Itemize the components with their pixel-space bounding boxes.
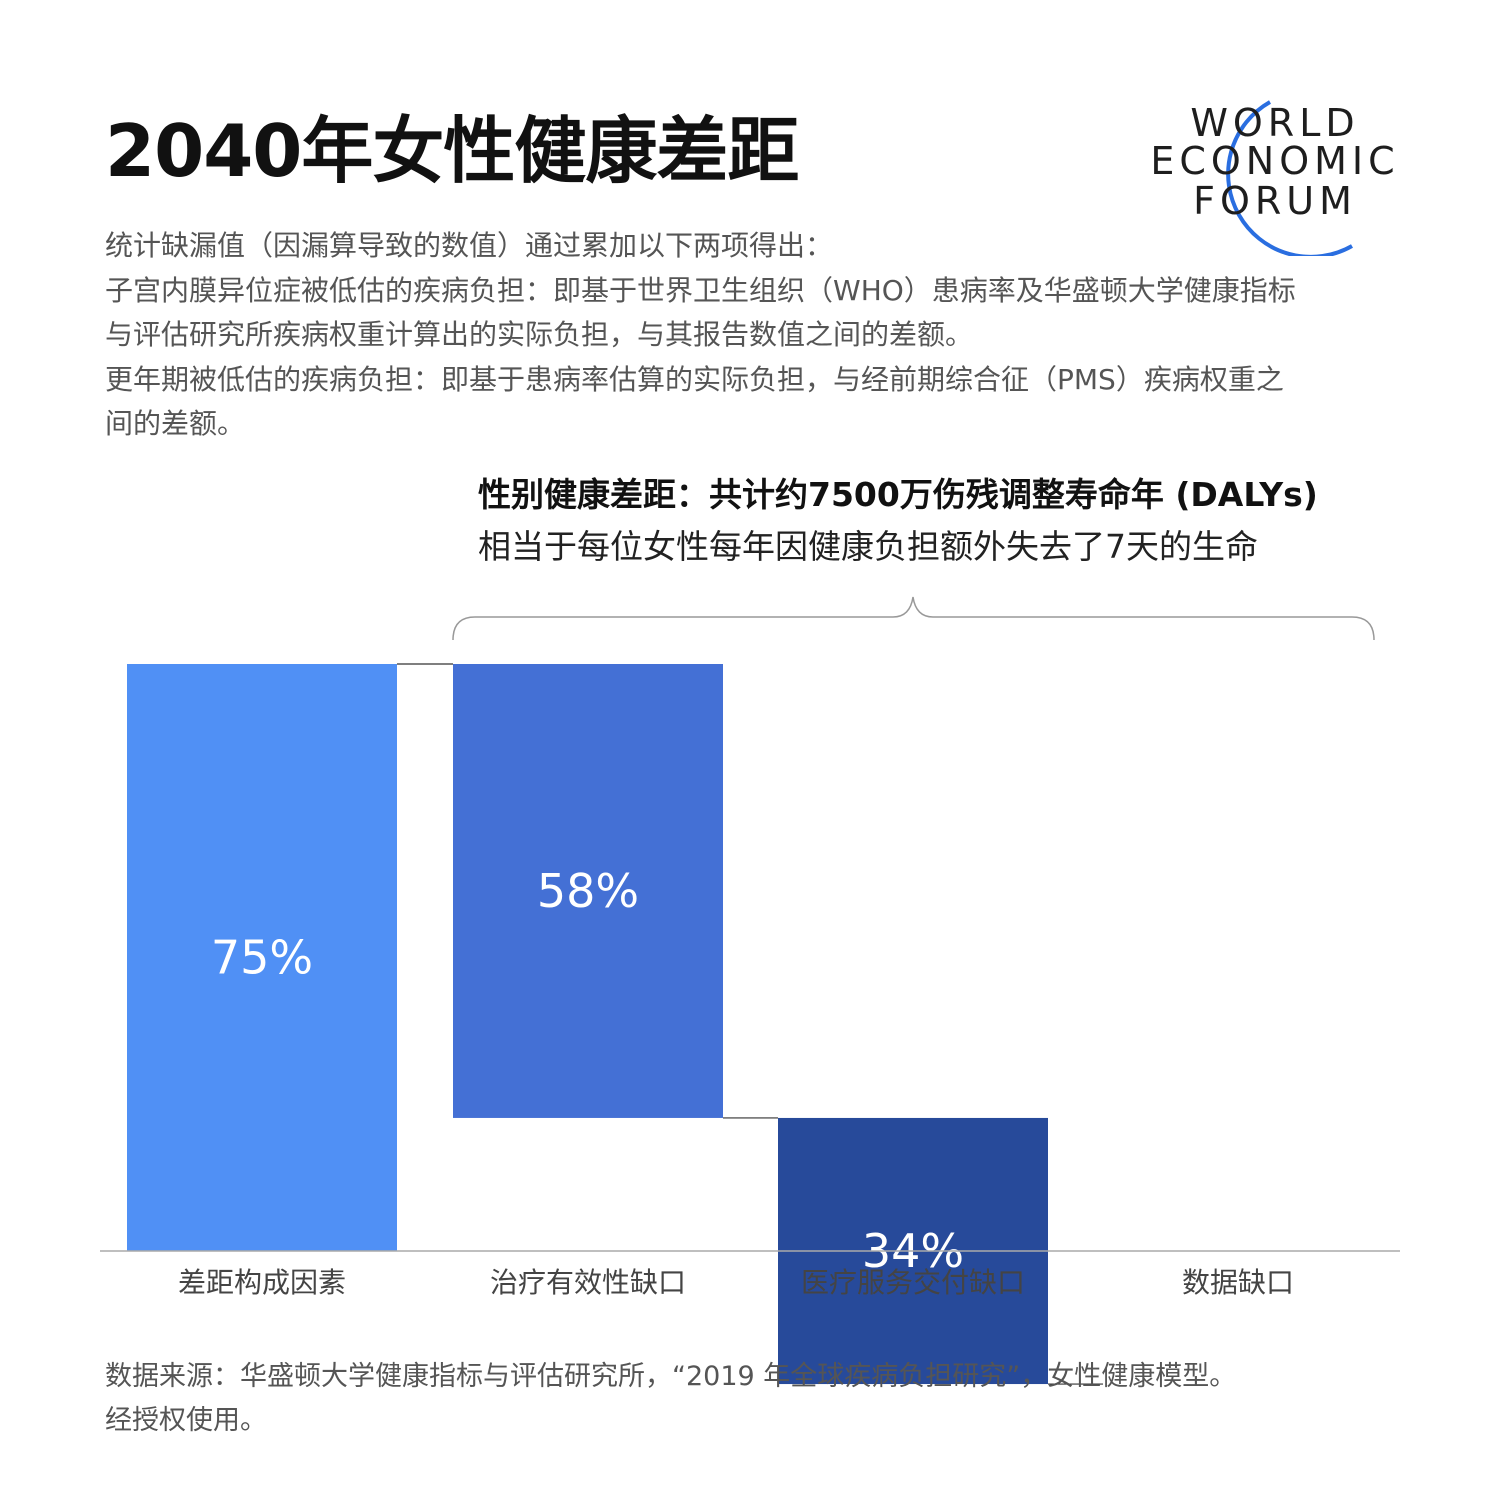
- note-line: 统计缺漏值（因漏算导致的数值）通过累加以下两项得出：: [105, 229, 834, 262]
- category-label: 治疗有效性缺口: [490, 1266, 686, 1299]
- logo-line-2: ECONOMIC: [1150, 139, 1400, 183]
- chart-subheadline: 相当于每位女性每年因健康负担额外失去了7天的生命: [478, 527, 1258, 566]
- page-title: 2040年女性健康差距: [105, 109, 799, 193]
- note-line: 与评估研究所疾病权重计算出的实际负担，与其报告数值之间的差额。: [105, 318, 974, 351]
- logo-arc-icon: [1226, 100, 1353, 256]
- methodology-notes: 统计缺漏值（因漏算导致的数值）通过累加以下两项得出： 子宫内膜异位症被低估的疾病…: [105, 224, 1395, 447]
- chart-headline: 性别健康差距：共计约7500万伤残调整寿命年 (DALYs): [478, 475, 1318, 514]
- note-line: 更年期被低估的疾病负担：即基于患病率估算的实际负担，与经前期综合征（PMS）疾病…: [105, 362, 1284, 396]
- source-line: 经授权使用。: [105, 1405, 267, 1436]
- note-line: 间的差额。: [105, 407, 246, 440]
- bar-data-label: 8%: [1202, 1299, 1275, 1353]
- category-label: 数据缺口: [1182, 1266, 1294, 1299]
- bar: [453, 664, 723, 1118]
- note-line: 子宫内膜异位症被低估的疾病负担：即基于世界卫生组织（WHO）患病率及华盛顿大学健…: [105, 273, 1296, 307]
- logo-line-1: WORLD: [1190, 101, 1360, 145]
- bar-data-label: 58%: [537, 864, 639, 918]
- gap-brace: [452, 596, 1375, 641]
- source-note: 数据来源：华盛顿大学健康指标与评估研究所，“2019 年全球疾病负担研究”，女性…: [105, 1355, 1405, 1443]
- category-label: 医疗服务交付缺口: [801, 1266, 1025, 1299]
- bar-data-label: 75%: [211, 931, 313, 985]
- wef-logo: WORLD ECONOMIC FORUM: [1140, 96, 1410, 256]
- logo-line-3: FORUM: [1193, 179, 1357, 223]
- category-label: 差距构成因素: [178, 1266, 346, 1299]
- source-line: 数据来源：华盛顿大学健康指标与评估研究所，“2019 年全球疾病负担研究”，女性…: [105, 1361, 1237, 1392]
- bar: [127, 664, 397, 1251]
